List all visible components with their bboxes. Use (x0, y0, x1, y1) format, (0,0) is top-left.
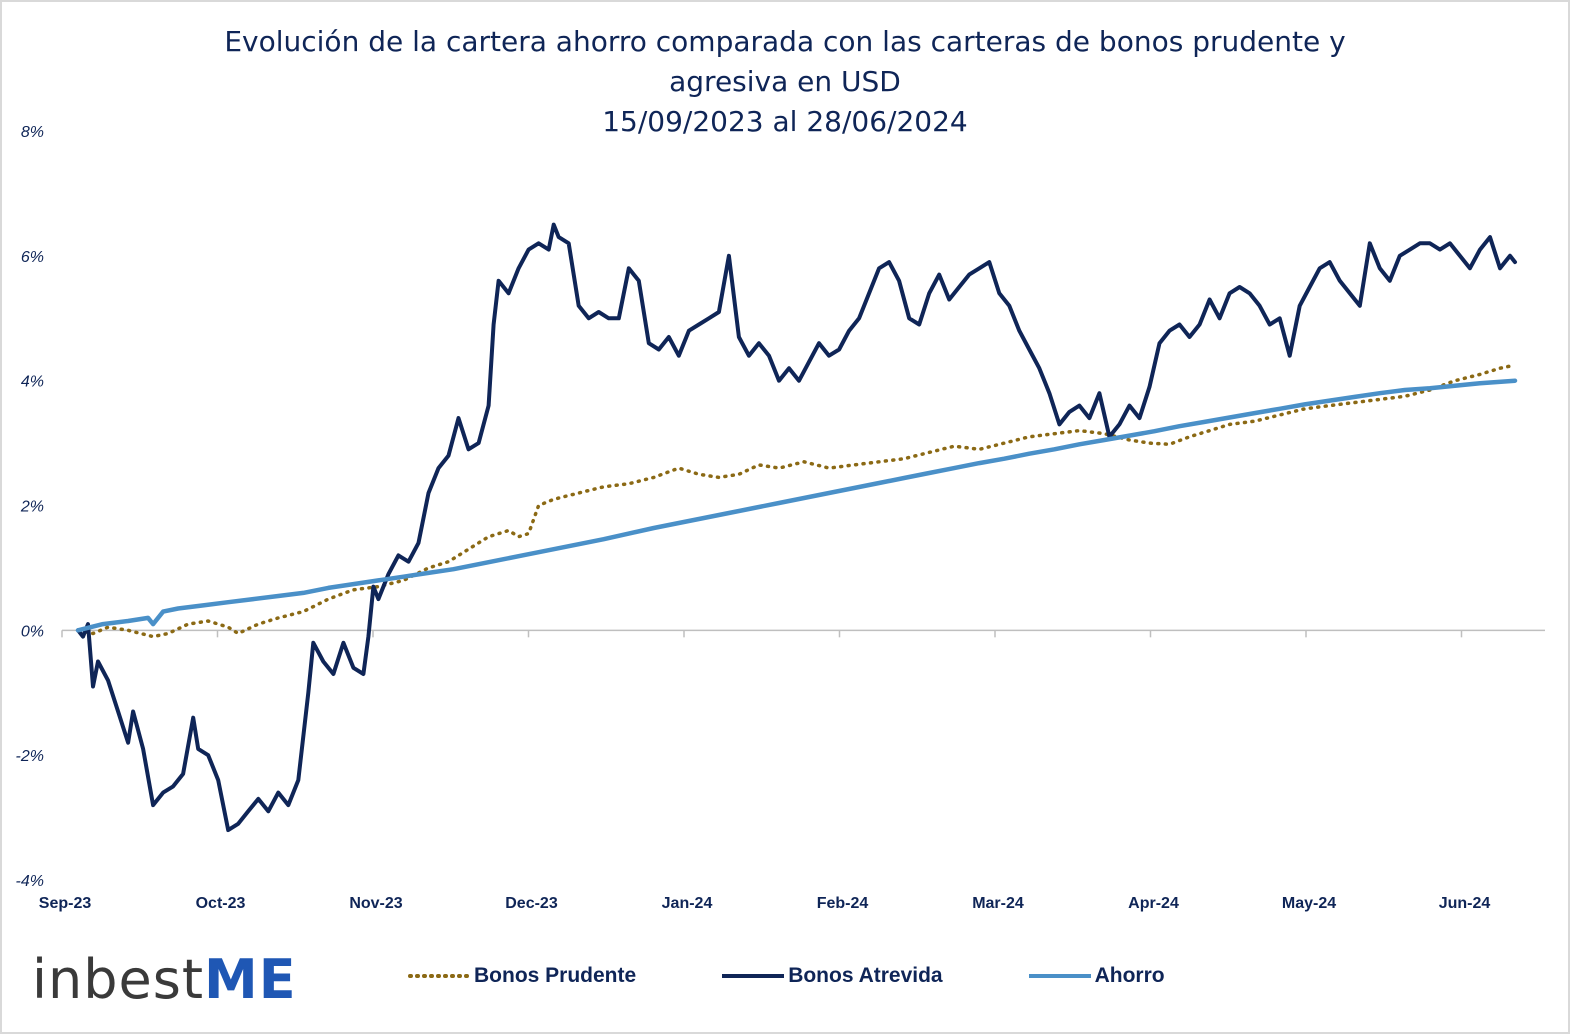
title-line-1: Evolución de la cartera ahorro comparada… (224, 25, 1346, 58)
legend-label-prudente: Bonos Prudente (474, 964, 637, 987)
legend-label-ahorro: Ahorro (1094, 964, 1165, 987)
series-line-bonos-prudente (76, 363, 1517, 639)
x-tick-label: Dec-23 (505, 895, 558, 912)
x-tick-label: May-24 (1282, 895, 1336, 912)
x-tick-label: Apr-24 (1128, 895, 1179, 912)
chart-legend: Bonos Prudente Bonos Atrevida Ahorro (408, 964, 1251, 988)
y-tick-label: 0% (21, 623, 44, 640)
y-tick-label: -4% (16, 873, 44, 890)
y-tick-label: 4% (21, 374, 44, 391)
x-tick-label: Jun-24 (1439, 895, 1491, 912)
legend-swatch-ahorro (1028, 974, 1091, 978)
legend-swatch-prudente (408, 974, 470, 978)
legend-item-atrevida: Bonos Atrevida (722, 964, 943, 988)
x-tick-label: Mar-24 (972, 895, 1024, 912)
logo-text-main: inbest (32, 948, 205, 1011)
x-tick-label: Nov-23 (349, 895, 402, 912)
legend-swatch-atrevida (722, 974, 785, 978)
inbestme-logo: inbestME (32, 948, 297, 1012)
legend-item-ahorro: Ahorro (1028, 964, 1165, 988)
title-line-2: agresiva en USD (669, 65, 901, 98)
y-tick-label: 8% (21, 124, 44, 141)
legend-label-atrevida: Bonos Atrevida (788, 964, 943, 987)
x-tick-label: Sep-23 (39, 895, 92, 912)
chart-title: Evolución de la cartera ahorro comparada… (0, 22, 1570, 142)
series-line-ahorro (75, 378, 1518, 633)
y-tick-label: 2% (20, 499, 44, 516)
y-tick-label: -2% (16, 748, 44, 765)
logo-text-accent: ME (204, 948, 297, 1011)
series-line-bonos-atrevida (76, 222, 1517, 833)
y-tick-label: 6% (21, 249, 44, 266)
x-tick-label: Jan-24 (662, 895, 713, 912)
x-tick-label: Feb-24 (817, 895, 869, 912)
legend-item-prudente: Bonos Prudente (408, 964, 636, 988)
title-line-3: 15/09/2023 al 28/06/2024 (602, 105, 968, 138)
x-tick-label: Oct-23 (196, 895, 246, 912)
